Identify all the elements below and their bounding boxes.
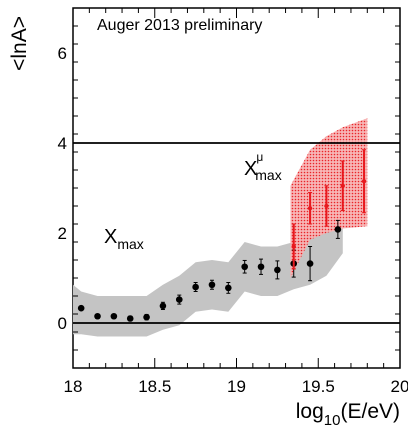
xmax-point [334, 226, 342, 233]
x-axis-title-sub: 10 [324, 412, 341, 429]
axis-ticks: 18 18.5 19 19.5 20 0 2 4 6 [58, 7, 408, 396]
xmax-point [225, 284, 232, 292]
y-tick-label: 4 [58, 134, 67, 153]
xmax-point [77, 304, 85, 312]
x-axis-title-rest: (E/eV) [340, 400, 400, 423]
series-label-xmax-sub: max [117, 236, 143, 252]
bands [73, 118, 368, 337]
xmax-point [159, 302, 167, 310]
y-tick-label: 2 [58, 224, 67, 243]
xmax-point [126, 315, 134, 322]
xmumax-point [307, 206, 313, 211]
x-axis-title-main: log [296, 400, 324, 423]
data-points [77, 149, 367, 322]
xmax-point [192, 283, 199, 291]
x-tick-label: 19 [227, 377, 246, 396]
xmax-systematic-band [73, 219, 343, 337]
xmumax-point [361, 179, 367, 184]
xmumax-point [340, 183, 345, 188]
x-tick-label: 18 [64, 377, 83, 396]
xmax-point [257, 263, 265, 271]
x-tick-label: 18.5 [138, 377, 171, 396]
xmumax-point [324, 203, 329, 209]
xmax-point [241, 263, 248, 271]
x-tick-label: 20 [391, 377, 408, 396]
x-tick-label: 19.5 [302, 377, 335, 396]
reference-lines [73, 142, 400, 324]
xmax-point [94, 312, 101, 320]
series-label-xmax: Xmax [104, 226, 144, 252]
xmax-point [306, 260, 314, 267]
x-axis-title: log10(E/eV) [296, 400, 400, 429]
xmumax-point [291, 244, 296, 249]
series-label-xmumax: Xμ max [244, 150, 282, 183]
series-label-xmumax-sub: max [255, 167, 281, 183]
xmax-point [110, 312, 118, 320]
y-tick-label: 6 [58, 44, 67, 63]
xmumax-systematic-band [290, 118, 368, 278]
y-tick-label: 0 [58, 314, 67, 333]
chart-title: Auger 2013 preliminary [97, 17, 262, 34]
xmax-point [274, 266, 281, 274]
xmax-point [143, 313, 150, 321]
series-label-xmax-main: X [104, 226, 117, 248]
y-axis-title: <lnA> [8, 16, 31, 71]
series-label-xmumax-sup: μ [256, 150, 263, 164]
xmax-point [175, 296, 183, 303]
series-label-xmumax-main: X [244, 158, 257, 180]
xmax-point [208, 281, 216, 289]
